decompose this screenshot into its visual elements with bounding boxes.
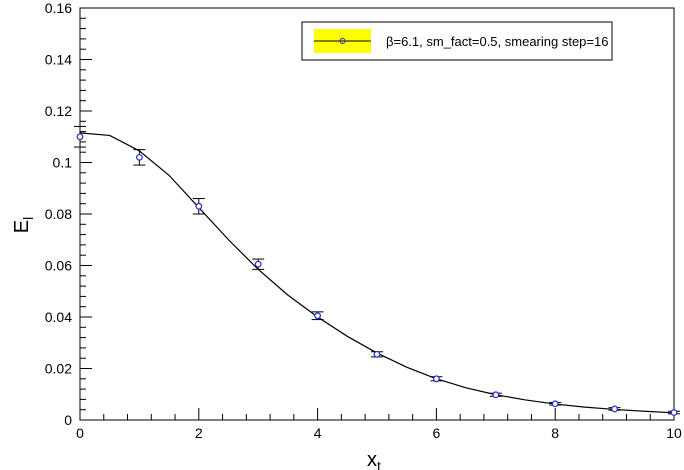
y-tick-label: 0 bbox=[64, 412, 72, 428]
data-point bbox=[74, 125, 86, 148]
data-point bbox=[311, 311, 324, 321]
x-axis-title-sub: t bbox=[377, 458, 381, 470]
y-tick-label: 0.06 bbox=[45, 258, 72, 274]
y-axis-title: El bbox=[11, 217, 36, 233]
point-marker bbox=[254, 260, 262, 268]
x-axis-title: xt bbox=[367, 449, 381, 470]
point-marker bbox=[373, 350, 381, 358]
y-axis-title-sub: l bbox=[20, 217, 36, 220]
point-marker bbox=[195, 202, 203, 210]
x-axis-title-main: x bbox=[367, 449, 377, 470]
point-marker bbox=[492, 391, 500, 399]
data-point bbox=[192, 198, 205, 215]
x-tick-label: 4 bbox=[314, 425, 322, 441]
y-axis-title-main: E bbox=[11, 220, 33, 233]
y-tick-label: 0.08 bbox=[45, 206, 72, 222]
data-points-layer bbox=[74, 125, 680, 416]
x-tick-label: 0 bbox=[76, 425, 84, 441]
data-point bbox=[430, 375, 443, 383]
data-point bbox=[549, 400, 562, 408]
point-marker bbox=[433, 375, 440, 383]
data-point bbox=[133, 149, 146, 166]
y-tick-label: 0.12 bbox=[45, 103, 72, 119]
y-tick-label: 0.1 bbox=[53, 155, 73, 171]
point-marker bbox=[314, 312, 322, 320]
legend-label: β=6.1, sm_fact=0.5, smearing step=16 bbox=[386, 34, 608, 49]
data-point bbox=[371, 350, 383, 358]
y-tick-label: 0.04 bbox=[45, 309, 72, 325]
y-tick-label: 0.02 bbox=[45, 361, 72, 377]
axes: 0 2 4 6 8 10 0 0.02 0.04 0.06 0.08 0.1 0.12 0.14 0.16 bbox=[45, 0, 682, 441]
data-point bbox=[668, 409, 680, 416]
y-tick-label: 0.14 bbox=[45, 52, 72, 68]
x-tick-label: 10 bbox=[666, 425, 682, 441]
data-point bbox=[608, 405, 621, 413]
x-tick-label: 8 bbox=[551, 425, 559, 441]
point-marker bbox=[670, 409, 678, 416]
legend-marker bbox=[339, 38, 346, 44]
x-tick-label: 2 bbox=[195, 425, 203, 441]
legend-box bbox=[301, 21, 613, 61]
legend: β=6.1, sm_fact=0.5, smearing step=16 bbox=[301, 21, 613, 61]
y-tick-label: 0.16 bbox=[45, 0, 72, 16]
data-point bbox=[252, 258, 265, 270]
point-marker bbox=[135, 153, 143, 161]
point-marker bbox=[611, 405, 618, 413]
point-marker bbox=[76, 133, 84, 141]
point-marker bbox=[551, 400, 559, 408]
x-tick-label: 6 bbox=[433, 425, 441, 441]
data-point bbox=[489, 391, 502, 399]
